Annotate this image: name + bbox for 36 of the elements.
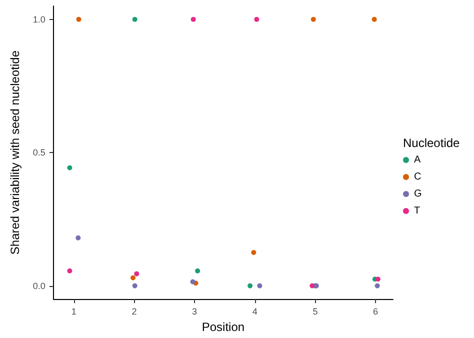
x-tick-label: 3 [192, 306, 198, 317]
point [257, 283, 262, 288]
point [251, 250, 256, 255]
x-tick-label: 6 [373, 306, 378, 317]
point [372, 16, 377, 22]
y-axis-title: Shared variability with seed nucleotide [8, 50, 22, 255]
x-tick-label: 2 [132, 306, 137, 317]
point [132, 16, 138, 22]
x-tick-label: 1 [71, 306, 76, 317]
y-tick-label: 1.0 [32, 14, 46, 24]
point [67, 165, 72, 170]
legend-title: Nucleotide [403, 136, 460, 150]
x-tick-label: 4 [252, 306, 258, 317]
point [76, 235, 81, 240]
y-tick-label: 0.5 [32, 148, 46, 158]
legend-label: A [414, 154, 421, 166]
point [374, 283, 380, 288]
point [134, 271, 140, 276]
point [67, 268, 72, 274]
legend-label: G [414, 188, 422, 200]
y-tick-label: 0.0 [32, 280, 46, 291]
x-tick-label: 5 [312, 306, 318, 317]
point [190, 16, 196, 22]
point [132, 283, 138, 288]
point [254, 16, 260, 22]
point [190, 279, 196, 284]
point [310, 283, 315, 288]
x-axis-title: Position [202, 320, 245, 334]
point [195, 268, 200, 274]
point [248, 283, 253, 288]
point [375, 276, 380, 282]
point [130, 275, 136, 280]
point [76, 16, 82, 22]
point [310, 16, 316, 22]
legend-label: C [414, 172, 422, 182]
legend-label: T [414, 206, 420, 216]
